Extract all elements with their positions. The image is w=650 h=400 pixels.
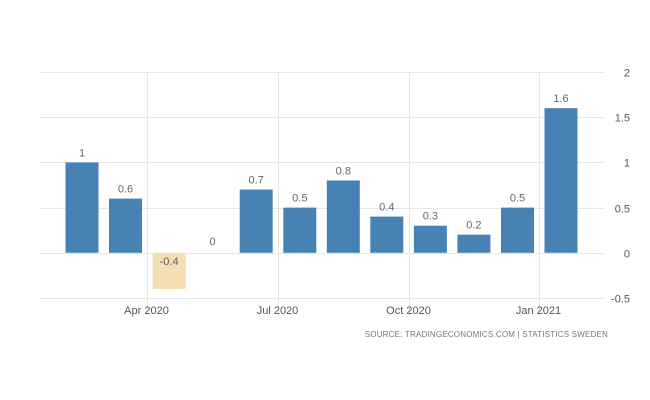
x-axis-ticks: Apr 2020 Jul 2020 Oct 2020 Jan 2021 — [124, 305, 561, 317]
data-label: 1.6 — [553, 93, 568, 105]
bar — [544, 108, 578, 253]
bar — [413, 225, 447, 253]
bar — [109, 198, 142, 253]
data-label: 0 — [210, 236, 216, 248]
data-label: 0.4 — [379, 202, 394, 214]
y-tick-label: 0.5 — [615, 204, 630, 216]
bar — [457, 234, 491, 253]
bar — [65, 162, 99, 253]
bar — [283, 207, 317, 253]
y-axis-ticks: 2 1.5 1 0.5 0 -0.5 — [611, 68, 630, 306]
bars — [65, 108, 578, 289]
data-label: 1 — [79, 147, 85, 159]
bar — [326, 180, 360, 253]
source-text: SOURCE: TRADINGECONOMICS.COM | STATISTIC… — [365, 330, 608, 339]
data-label: -0.4 — [160, 256, 179, 268]
data-labels: 1 0.6 -0.4 0 0.7 0.5 0.8 0.4 0.3 0.2 0.5 1.6 — [79, 93, 569, 268]
x-tick-label: Oct 2020 — [386, 305, 431, 317]
y-tick-label: -0.5 — [611, 294, 630, 306]
x-tick-label: Jul 2020 — [257, 305, 299, 317]
data-label: 0.2 — [466, 220, 481, 232]
bar — [152, 252, 186, 289]
data-label: 0.3 — [423, 211, 438, 223]
data-label: 0.5 — [292, 193, 307, 205]
y-tick-label: 1.5 — [615, 113, 630, 125]
x-tick-label: Jan 2021 — [516, 305, 561, 317]
bar — [370, 216, 404, 253]
y-tick-label: 0 — [624, 249, 630, 261]
data-label: 0.5 — [510, 193, 525, 205]
y-tick-label: 1 — [624, 158, 630, 170]
bar — [239, 189, 273, 253]
x-tick-label: Apr 2020 — [124, 305, 169, 317]
y-tick-label: 2 — [624, 68, 630, 80]
data-label: 0.6 — [118, 184, 133, 196]
data-label: 0.7 — [249, 175, 264, 187]
bar — [501, 207, 534, 253]
data-label: 0.8 — [336, 166, 351, 178]
